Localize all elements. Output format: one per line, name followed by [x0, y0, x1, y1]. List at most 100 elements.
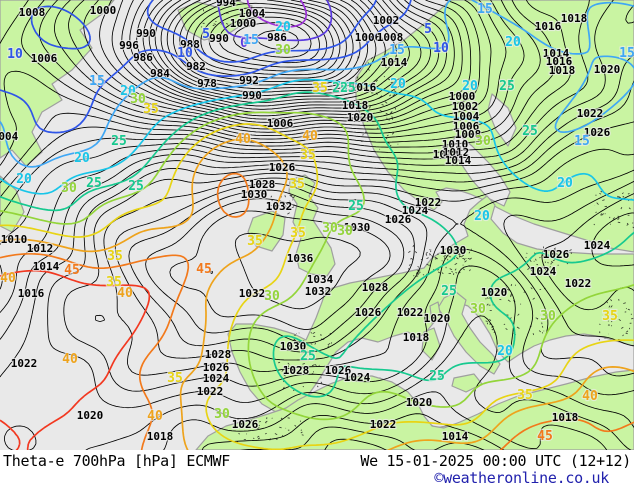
isobar-label: 1026 [584, 126, 611, 139]
forecast-map: 1008 1006 1000 990 996 988 986 984 982 978 994 1004… [0, 0, 634, 450]
theta-label: 20 [462, 79, 478, 94]
theta-label: 5 [424, 22, 432, 37]
isobar-label: 1020 [406, 396, 433, 409]
isobar-label: 1006 [453, 120, 480, 133]
isobar-label: 1024 [402, 204, 429, 217]
theta-label: 30 [337, 224, 353, 239]
isobar-label: 1004 [0, 130, 19, 143]
isobar-label: 1022 [11, 357, 38, 370]
theta-label: 20 [474, 209, 490, 224]
isobar-label: 1032 [266, 200, 293, 213]
isobar-label: 1018 [549, 64, 576, 77]
theta-label: 15 [477, 2, 493, 17]
isobar-label: 1014 [442, 430, 469, 443]
theta-label: 20 [16, 172, 32, 187]
theta-label: 30 [275, 43, 291, 58]
theta-label: 15 [389, 43, 405, 58]
theta-label: 30 [475, 134, 491, 149]
theta-label: 5 [202, 27, 210, 42]
theta-label: 30 [540, 309, 556, 324]
theta-label: 10 [177, 46, 193, 61]
theta-label: 25 [429, 369, 445, 384]
isobar-label: 1026 [203, 361, 230, 374]
isobar-label: 1014 [33, 260, 60, 273]
isobar-label: 1008 [19, 6, 46, 19]
theta-label: 20 [497, 344, 513, 359]
isobar-label: 1018 [147, 430, 174, 443]
land-ireland [247, 210, 286, 252]
isobar-label: 1032 [305, 285, 332, 298]
theta-label: 40 [117, 286, 133, 301]
theta-label: 15 [89, 74, 105, 89]
theta-label: 40 [0, 271, 16, 286]
isobar-label: 990 [242, 89, 262, 102]
isobar-label: 1018 [552, 411, 579, 424]
isobar-label: 1024 [584, 239, 611, 252]
theta-label: 35 [143, 102, 159, 117]
copyright-link[interactable]: ©weatheronline.co.uk [434, 469, 609, 487]
isobar-label: 1016 [535, 20, 562, 33]
isobar-label: 1030 [344, 221, 371, 234]
theta-label: 25 [128, 179, 144, 194]
theta-label: 35 [289, 177, 305, 192]
isobar-label: 1002 [373, 14, 400, 27]
theta-label: 35 [107, 249, 123, 264]
theta-label: 45 [537, 429, 553, 444]
isobar-label: 1022 [577, 107, 604, 120]
isobar-label: 1024 [203, 372, 230, 385]
chart-title: Theta-e 700hPa [hPa] ECMWF [3, 452, 231, 470]
theta-label: 30 [130, 92, 146, 107]
theta-label: 35 [602, 309, 618, 324]
theta-label: 25 [111, 134, 127, 149]
theta-label: 20 [390, 77, 406, 92]
isobar-label: 1014 [433, 148, 460, 161]
isobar-label: 1028 [283, 364, 310, 377]
isobar-label: 1010 [442, 138, 469, 151]
theta-label: 35 [517, 388, 533, 403]
isobar-label: 1026 [355, 306, 382, 319]
theta-label: 25 [522, 124, 538, 139]
theta-label: 40 [235, 132, 251, 147]
land-corsica [429, 301, 442, 324]
isobar-label: 1020 [77, 409, 104, 422]
isobar-label: 1004 [453, 110, 480, 123]
theta-label: 10 [7, 47, 23, 62]
isobar-label: 1030 [241, 188, 268, 201]
land-italy [437, 291, 501, 375]
isobar-label: 1016 [18, 287, 45, 300]
theta-label: 25 [332, 81, 348, 96]
theta-label: 25 [441, 284, 457, 299]
isobar-label: 1022 [415, 196, 442, 209]
theta-label: 30 [214, 407, 230, 422]
theta-label: 20 [505, 35, 521, 50]
isobar-label: 1024 [344, 371, 371, 384]
land-sicily [451, 373, 483, 393]
isobar-label: 984 [150, 67, 170, 80]
landmass-layer [0, 0, 634, 450]
isobar-label: 1018 [342, 99, 369, 112]
isobar-label: 1020 [481, 286, 508, 299]
isobar-label: 1028 [205, 348, 232, 361]
isobar-label: 1000 [90, 4, 117, 17]
theta-label: 30 [470, 302, 486, 317]
isobar-label: 1006 [267, 117, 294, 130]
theta-label: 45 [196, 262, 212, 277]
isobar-label: 1018 [561, 12, 588, 25]
isobar-label: 1034 [307, 273, 334, 286]
isobar-label: 1014 [543, 47, 570, 60]
isobar-label: 1026 [269, 161, 296, 174]
isobar-label: 1022 [565, 277, 592, 290]
theta-label: 40 [582, 389, 598, 404]
isobar-label: 1000 [449, 90, 476, 103]
isobar-label: 978 [197, 77, 217, 90]
theta-label: 35 [290, 226, 306, 241]
isobar-label: 1030 [440, 244, 467, 257]
isobar-label: 990 [136, 27, 156, 40]
isobar-label: 1024 [530, 265, 557, 278]
isobar-label: 1026 [385, 213, 412, 226]
theta-label: 25 [86, 176, 102, 191]
valid-time: We 15-01-2025 00:00 UTC (12+12) [360, 452, 631, 470]
theta-label: 15 [243, 33, 259, 48]
